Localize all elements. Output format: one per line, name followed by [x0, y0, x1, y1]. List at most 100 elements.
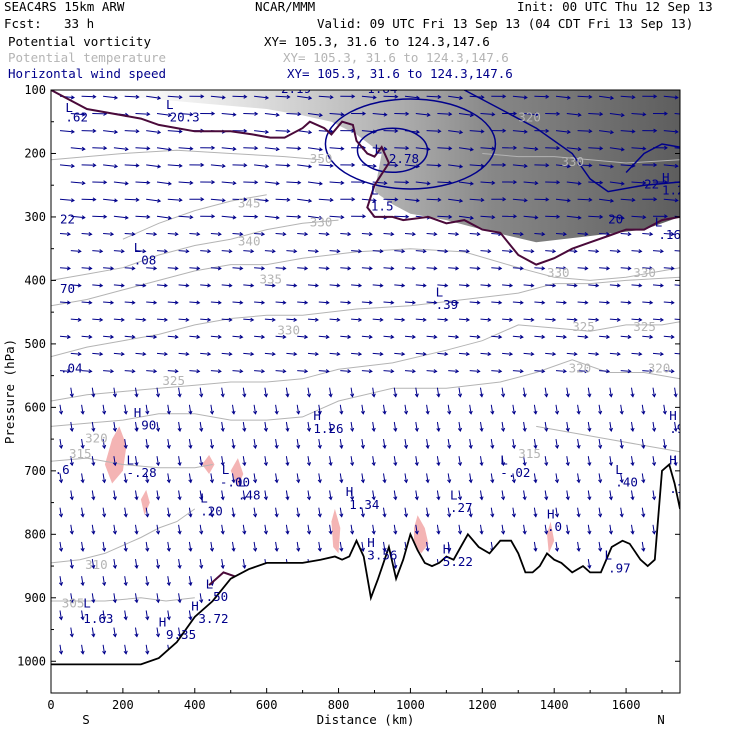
wind-vector [512, 370, 523, 372]
wind-vector-head [653, 162, 658, 168]
wind-vector [609, 215, 624, 219]
wind-vector [577, 404, 580, 414]
wind-vector [113, 352, 124, 355]
wind-vector-head [131, 369, 136, 374]
wind-vector-head [433, 231, 438, 237]
wind-vector [502, 250, 513, 252]
wind-vector-head [211, 111, 216, 116]
pv-extrema-label: .04 [60, 361, 83, 376]
wind-vector-head [124, 181, 129, 186]
wind-vector [415, 284, 426, 287]
wind-vector-head [153, 334, 158, 339]
wind-vector [577, 473, 580, 483]
wind-vector-head [565, 496, 570, 501]
wind-vector-head [274, 547, 279, 552]
wind-vector-head [91, 564, 96, 570]
wind-vector [70, 113, 85, 116]
wind-vector [146, 164, 161, 168]
wind-vector-head [239, 266, 244, 271]
wind-vector [167, 610, 170, 620]
wind-vector [113, 318, 124, 321]
wind-vector-head [142, 283, 147, 288]
wind-vector-head [372, 129, 377, 134]
wind-vector-head [652, 393, 657, 398]
wind-vector-head [673, 393, 678, 398]
wind-vector-head [513, 214, 518, 219]
wind-vector-head [242, 564, 247, 570]
wind-vector [264, 250, 275, 252]
wind-vector-head [362, 111, 367, 116]
wind-vector [167, 335, 178, 338]
y-tick-label: 300 [24, 210, 46, 224]
pv-extrema-label: L [655, 215, 663, 230]
wind-vector [232, 267, 243, 269]
wind-speed-label: 20 [608, 211, 623, 226]
wind-vector-head [588, 197, 593, 202]
wind-vector [577, 301, 588, 304]
wind-vector-head [112, 393, 117, 398]
wind-vector [372, 490, 375, 500]
wind-vector-head [263, 393, 268, 398]
wind-vector-head [92, 163, 97, 168]
wind-vector-head [297, 111, 302, 117]
wind-vector-head [619, 513, 624, 518]
wind-vector-head [414, 427, 419, 432]
wind-vector-head [156, 427, 161, 432]
wind-vector [243, 352, 254, 355]
wind-vector [361, 404, 364, 414]
wind-vector [383, 473, 386, 483]
wind-vector [200, 250, 211, 252]
wind-vector [318, 404, 321, 414]
negative-pv-region [230, 458, 244, 487]
wind-vector [620, 301, 631, 304]
wind-vector [339, 404, 343, 414]
wind-vector [448, 370, 459, 372]
wind-vector [674, 113, 680, 115]
wind-vector-head [325, 334, 330, 339]
field-theta-xy: XY= 105.3, 31.6 to 124.3,147.6 [283, 50, 509, 65]
wind-vector-head [339, 479, 344, 484]
wind-vector [426, 507, 429, 517]
wind-vector [318, 370, 329, 372]
wind-vector-head [587, 427, 592, 432]
wind-vector [167, 507, 170, 517]
wind-vector [188, 610, 192, 620]
wind-vector [210, 198, 225, 201]
wind-vector [437, 284, 448, 287]
wind-vector [189, 267, 200, 269]
wind-vector-head [411, 369, 416, 374]
wind-vector-head [77, 351, 82, 357]
wind-vector-head [336, 283, 341, 288]
wind-vector-head [239, 334, 244, 339]
wind-vector [404, 301, 416, 304]
wind-vector-head [664, 111, 668, 116]
wind-vector-head [80, 582, 85, 587]
wind-vector-head [177, 599, 182, 604]
wind-vector-head [552, 317, 557, 322]
wind-vector [448, 267, 459, 269]
wind-vector-head [534, 215, 539, 220]
wind-vector [275, 95, 290, 98]
wind-vector-head [393, 427, 398, 432]
wind-vector [361, 507, 364, 517]
wind-vector [70, 456, 73, 466]
theta-contour-330 [51, 276, 680, 358]
theta-contour-325 [51, 321, 680, 402]
wind-vector-head [145, 616, 150, 621]
wind-vector [156, 352, 168, 355]
wind-vector [383, 541, 386, 551]
wind-vector [167, 576, 170, 586]
wind-vector-head [616, 283, 621, 288]
wind-vector-head [523, 163, 528, 169]
wind-vector [491, 335, 502, 338]
wind-vector-head [124, 147, 129, 152]
wind-vector [210, 370, 221, 372]
wind-vector [221, 352, 232, 355]
wind-vector [372, 113, 387, 116]
wind-vector [588, 352, 599, 355]
wind-vector [361, 541, 364, 551]
wind-vector [113, 627, 116, 637]
wind-vector-head [511, 444, 516, 450]
wind-vector [555, 335, 567, 338]
wind-vector-head [383, 112, 388, 117]
